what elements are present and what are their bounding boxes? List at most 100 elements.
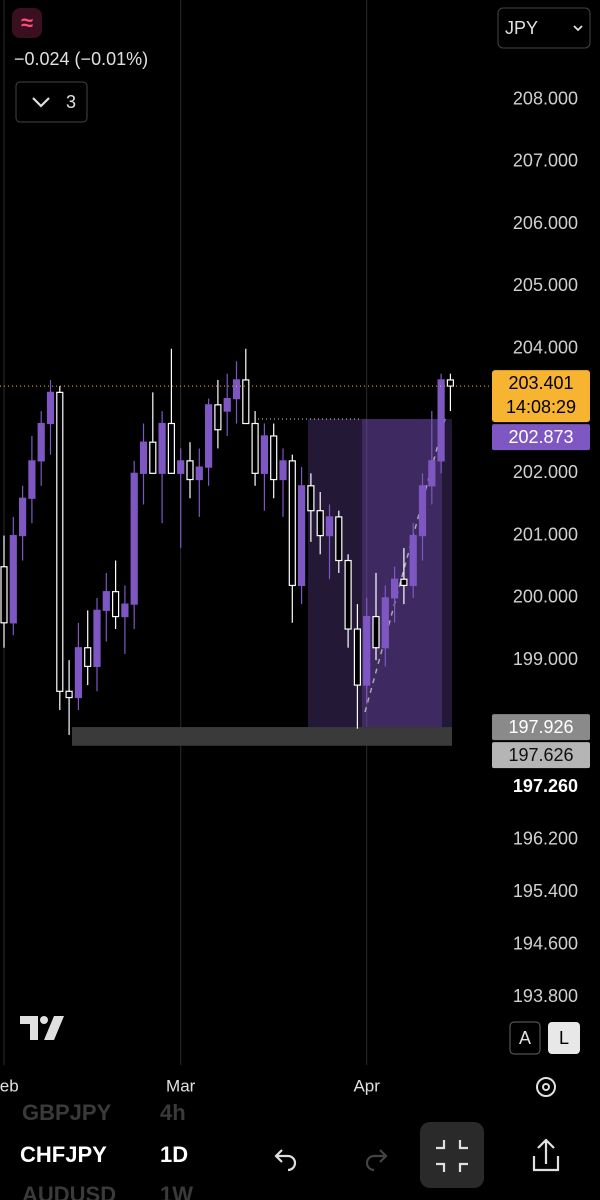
candle-body xyxy=(121,603,129,618)
candle-body xyxy=(298,485,306,587)
plot-area: Feb Mar Apr 199.000 200.000 201.000 202.000 204… xyxy=(0,0,590,1095)
candle-body xyxy=(205,404,213,468)
candle-body xyxy=(158,422,166,474)
candle-body xyxy=(167,422,175,474)
candle-body xyxy=(260,435,268,474)
candle-body xyxy=(391,578,399,599)
position-box xyxy=(308,418,452,728)
candle-body xyxy=(437,379,445,462)
candle-body xyxy=(186,460,194,481)
candle-body xyxy=(214,404,222,431)
symbol-current[interactable]: CHFJPY xyxy=(20,1142,107,1167)
candle-body xyxy=(74,647,83,699)
level-badge xyxy=(492,424,590,451)
scale-label: 197.260 xyxy=(513,776,578,796)
candle-body xyxy=(307,485,315,512)
candle-body xyxy=(65,690,73,699)
fullscreen-exit-button[interactable] xyxy=(420,1122,484,1188)
candle-body xyxy=(102,591,110,611)
button-box xyxy=(509,1021,541,1055)
candle-body xyxy=(270,435,278,481)
countdown-label: 14:08:29 xyxy=(506,397,576,417)
y-tick-label: 205.000 xyxy=(513,275,578,295)
settings-button[interactable] xyxy=(536,1077,556,1097)
candle-body xyxy=(446,379,454,387)
interval-current[interactable]: 1D xyxy=(160,1142,188,1167)
candle-body xyxy=(177,460,185,474)
candle-body xyxy=(19,497,27,537)
compress-icon xyxy=(436,1140,468,1172)
undo-button[interactable] xyxy=(274,1149,297,1172)
x-tick-label: Mar xyxy=(166,1076,196,1095)
candle-body xyxy=(372,615,380,649)
auto-scale-button[interactable]: A xyxy=(509,1021,541,1055)
candle-body xyxy=(56,391,64,692)
current-price-label: 203.401 xyxy=(508,373,573,393)
gear-icon xyxy=(536,1077,556,1097)
candle-body xyxy=(251,422,259,474)
button-label: L xyxy=(559,1028,569,1048)
level-label: 202.873 xyxy=(508,427,573,447)
indicator-count: 3 xyxy=(66,92,76,112)
redo-button[interactable] xyxy=(365,1149,388,1172)
level-badge xyxy=(492,742,590,769)
scale-label: 196.200 xyxy=(513,828,578,848)
button-label: A xyxy=(519,1028,531,1048)
candle-body xyxy=(0,566,8,624)
log-scale-button[interactable]: L xyxy=(548,1022,580,1054)
candle-body xyxy=(37,422,45,462)
scale-label: 193.800 xyxy=(513,986,578,1006)
y-tick-label: 201.000 xyxy=(513,524,578,544)
symbol-next[interactable]: AUDUSD xyxy=(22,1182,116,1200)
toggle-box xyxy=(15,81,88,123)
currency-select[interactable]: JPY xyxy=(497,7,591,49)
symbol-prev[interactable]: GBPJPY xyxy=(22,1100,112,1125)
candle-body xyxy=(149,441,157,474)
y-tick-label: 199.000 xyxy=(513,649,578,669)
candle-body xyxy=(316,510,324,537)
candle-body xyxy=(28,460,36,499)
select-chevron xyxy=(573,25,583,32)
candle-body xyxy=(335,516,343,562)
candle-body xyxy=(111,591,120,618)
candle-body xyxy=(139,441,148,474)
candle-body xyxy=(84,647,92,668)
price-change: −0.024 (−0.01%) xyxy=(14,49,148,69)
button-bg xyxy=(420,1122,484,1188)
level-label: 197.926 xyxy=(508,717,573,737)
y-tick-label: 207.000 xyxy=(513,151,578,171)
tradingview-logo xyxy=(20,1016,64,1040)
candle-body xyxy=(195,466,203,481)
interval-next[interactable]: 1W xyxy=(160,1182,193,1200)
tradingview-logo-dot xyxy=(40,1016,48,1024)
range-zone xyxy=(72,727,452,746)
candle-body xyxy=(46,391,55,425)
candle-body xyxy=(279,460,287,481)
candle-body xyxy=(130,472,138,605)
candle-body xyxy=(288,460,296,587)
candle-body xyxy=(344,559,352,630)
current-price-badge xyxy=(492,370,590,423)
candle-body xyxy=(9,535,17,624)
candle-body xyxy=(381,597,389,649)
share-button[interactable] xyxy=(532,1138,560,1172)
logo-icon: ≈ xyxy=(21,10,33,35)
select-box xyxy=(497,7,591,49)
indicator-toggle[interactable]: 3 xyxy=(15,81,88,123)
interval-prev[interactable]: 4h xyxy=(160,1100,186,1125)
logo-button[interactable]: ≈ xyxy=(12,8,42,38)
candle-body xyxy=(363,615,371,686)
scale-label: 194.600 xyxy=(513,933,578,953)
candle-body xyxy=(223,397,231,412)
level-label: 197.626 xyxy=(508,745,573,765)
scale-label: 195.400 xyxy=(513,881,578,901)
candle-body xyxy=(325,516,334,537)
x-tick-label: Apr xyxy=(353,1076,380,1095)
gear-center xyxy=(542,1083,550,1091)
y-tick-label: 208.000 xyxy=(513,88,578,108)
candle-body xyxy=(400,578,408,587)
y-tick-label: 204.000 xyxy=(513,338,578,358)
candle-body xyxy=(353,628,361,686)
